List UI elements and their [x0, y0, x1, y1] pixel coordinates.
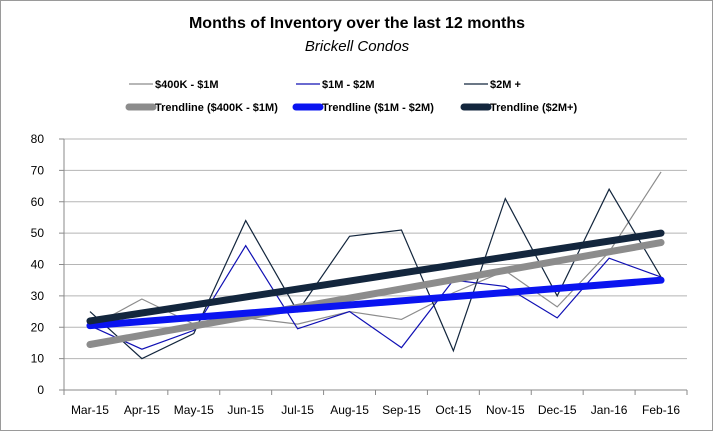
y-tick-label: 40: [31, 258, 45, 272]
legend-item-1m-2m: $1M - $2M: [296, 79, 375, 91]
x-tick-label: Dec-15: [538, 403, 577, 417]
series-layer: [86, 171, 665, 360]
y-tick-label: 30: [31, 289, 45, 303]
legend-label: Trendline ($400K - $1M): [155, 102, 278, 114]
y-tick-label: 10: [31, 352, 45, 366]
series-line-trendline-2m: [86, 229, 665, 325]
y-tick-label: 70: [31, 163, 45, 177]
gridlines: [64, 138, 687, 360]
y-tick-label: 20: [31, 320, 45, 334]
series-line-1m-2m: [89, 244, 662, 350]
legend-item-2m: $2M +: [464, 79, 521, 91]
series-line-trendline-400k-1m: [86, 239, 665, 349]
legend-item-trendline-400k-1m: Trendline ($400K - $1M): [125, 102, 278, 114]
y-axis-ticks: 0 10 20 30 40 50 60 70 80: [31, 132, 64, 397]
legend-label: Trendline ($1M - $2M): [322, 102, 434, 114]
x-tick-label: Nov-15: [486, 403, 525, 417]
legend-label: $400K - $1M: [155, 79, 219, 91]
x-axis-ticks: Mar-15 Apr-15 May-15 Jun-15 Jul-15 Aug-15 Sep-…: [63, 390, 688, 417]
x-tick-label: Oct-15: [435, 403, 471, 417]
x-tick-label: Jun-15: [227, 403, 264, 417]
x-tick-label: Jul-15: [281, 403, 314, 417]
x-tick-label: Feb-16: [642, 403, 680, 417]
legend-label: $2M +: [490, 79, 521, 91]
legend-item-trendline-2m: Trendline ($2M+): [460, 102, 577, 114]
legend: $400K - $1M $1M - $2M $2M + Trendline ($400…: [125, 79, 577, 114]
chart-title: Months of Inventory over the last 12 mon…: [189, 15, 525, 32]
series-line-2m: [89, 187, 662, 360]
legend-label: $1M - $2M: [322, 79, 375, 91]
x-tick-label: Sep-15: [382, 403, 421, 417]
x-tick-label: Jan-16: [591, 403, 628, 417]
y-tick-label: 0: [37, 383, 44, 397]
y-tick-label: 60: [31, 195, 45, 209]
y-tick-label: 80: [31, 132, 45, 146]
x-tick-label: May-15: [174, 403, 214, 417]
legend-label: Trendline ($2M+): [490, 102, 577, 114]
series-line-trendline-1m-2m: [86, 276, 665, 330]
legend-item-trendline-1m-2m: Trendline ($1M - $2M): [292, 102, 434, 114]
legend-item-400k-1m: $400K - $1M: [129, 79, 219, 91]
x-tick-label: Apr-15: [124, 403, 160, 417]
x-tick-label: Mar-15: [71, 403, 109, 417]
chart-subtitle: Brickell Condos: [305, 38, 410, 55]
y-tick-label: 50: [31, 226, 45, 240]
x-tick-label: Aug-15: [330, 403, 369, 417]
